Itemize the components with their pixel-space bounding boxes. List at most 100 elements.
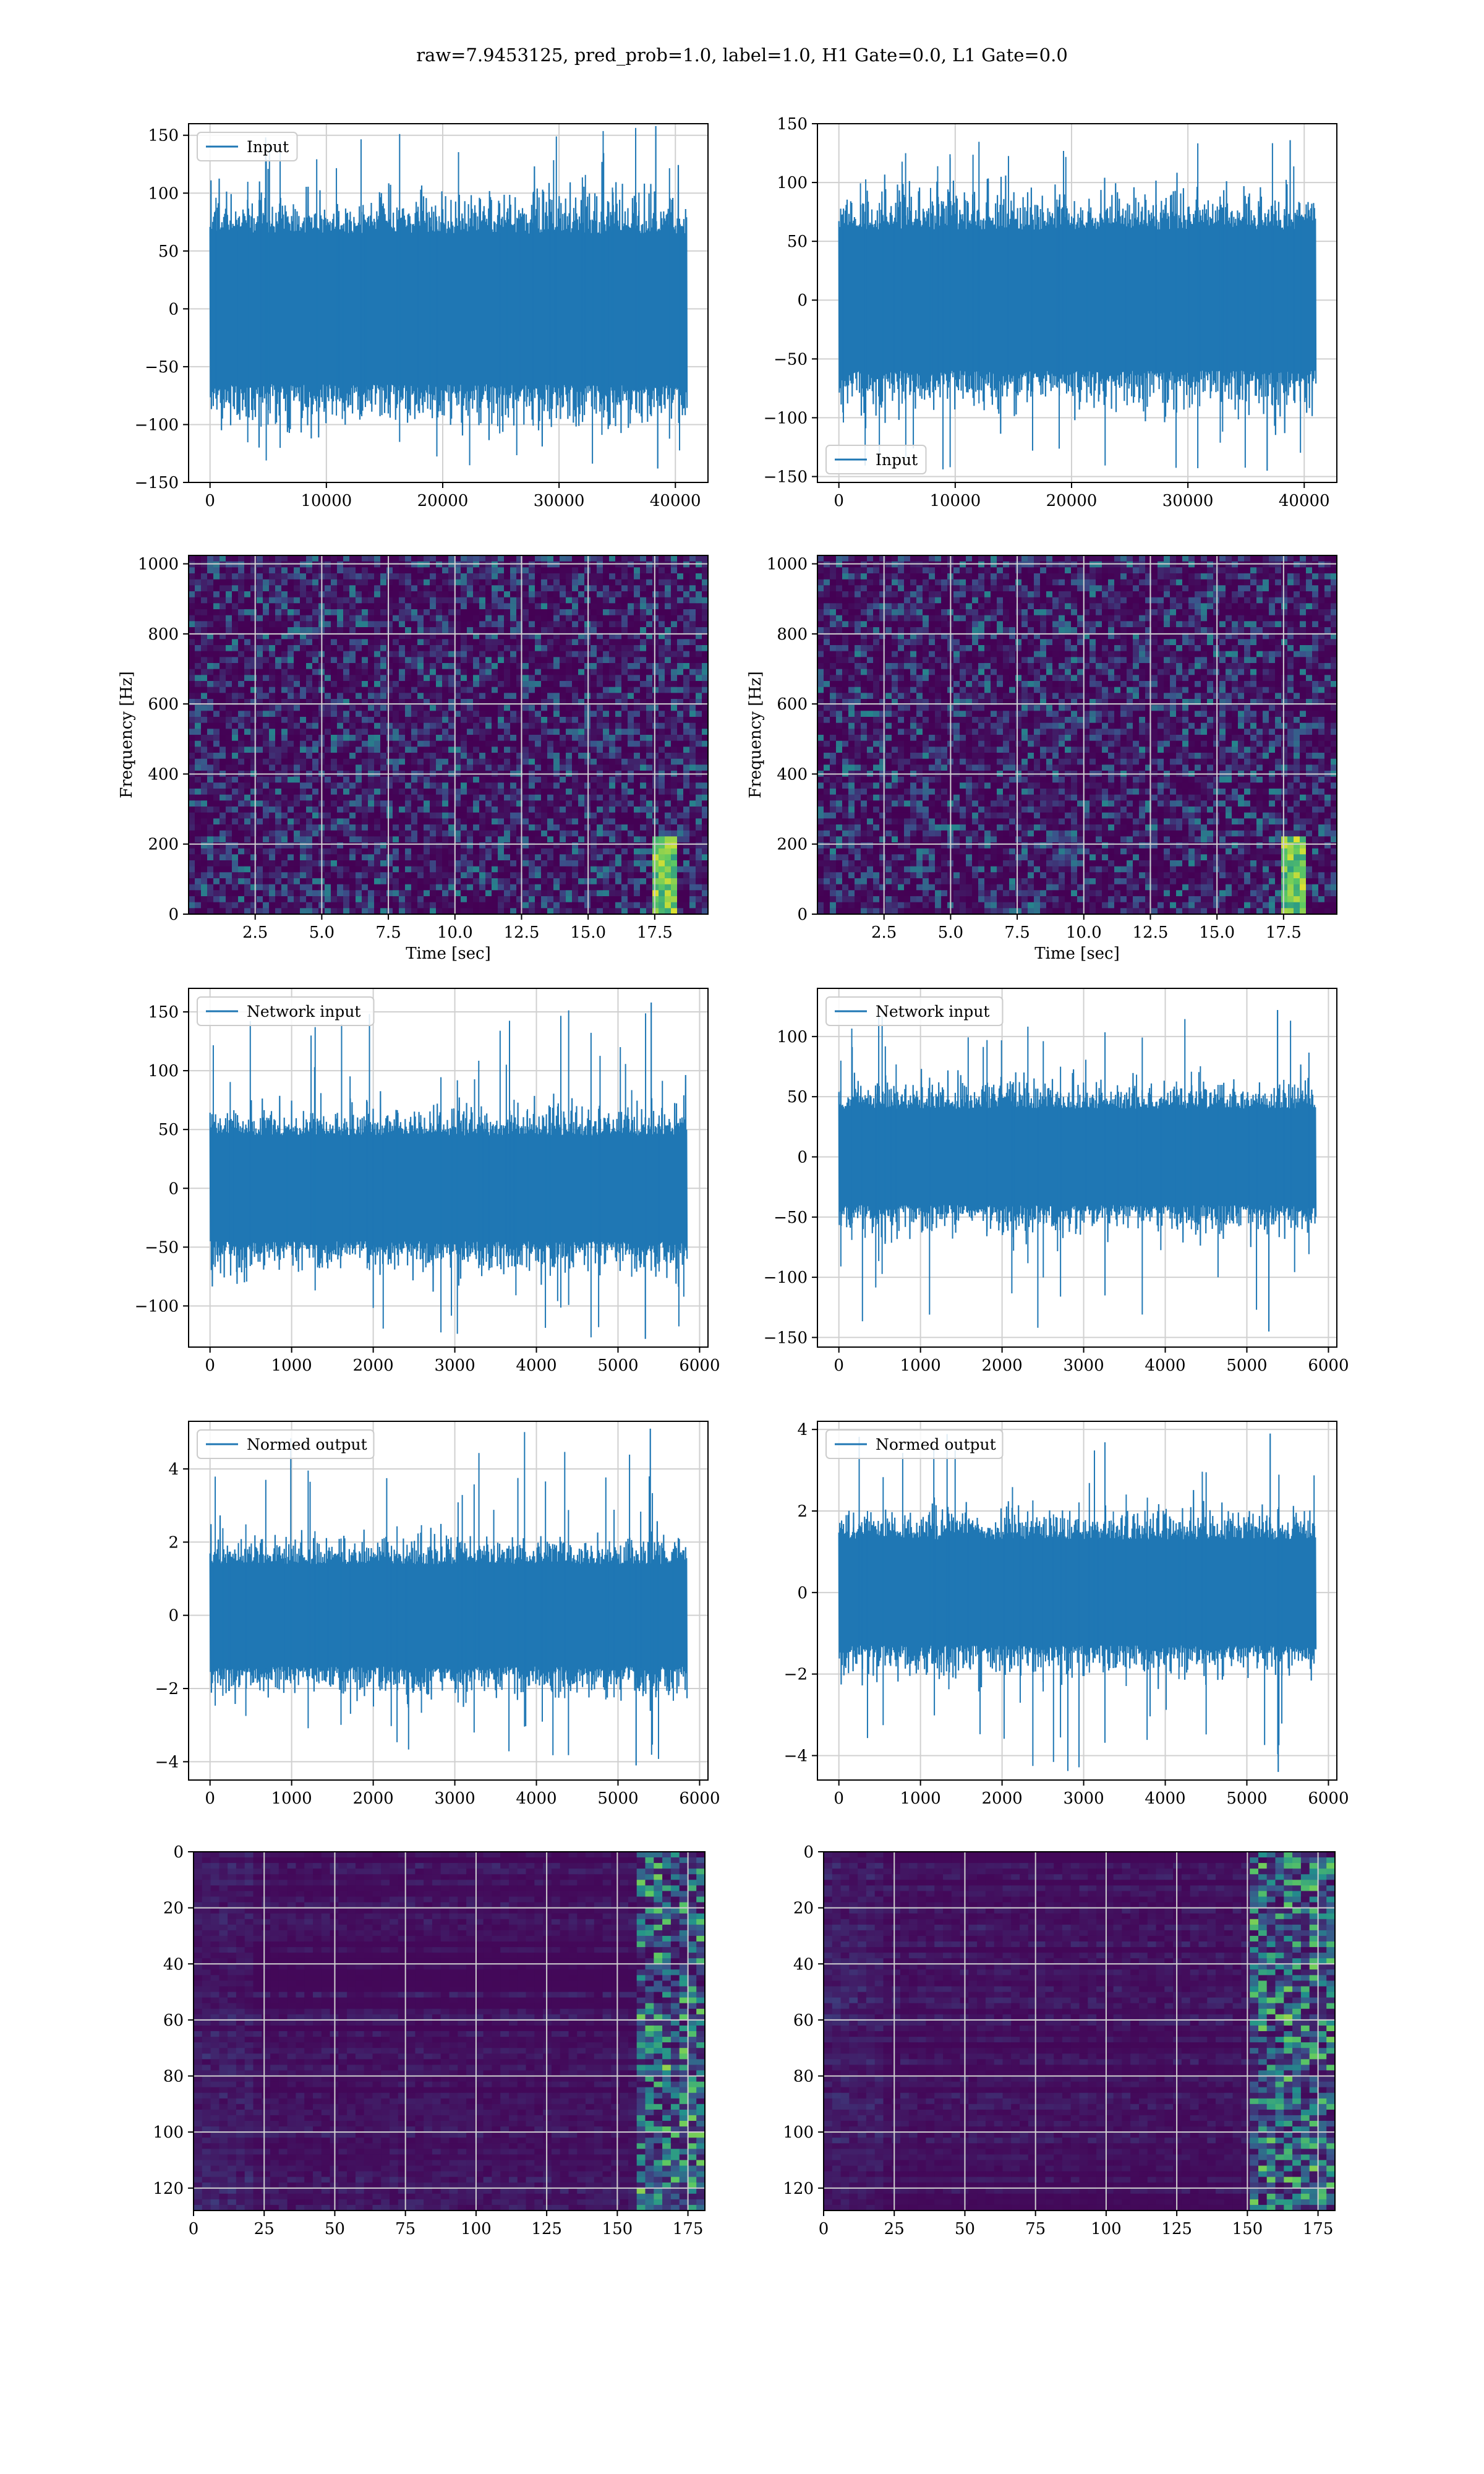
h1-spectrogram-cell — [541, 735, 548, 742]
h1-spectrogram-cell — [269, 687, 276, 693]
h1-spectrogram-cell — [448, 561, 455, 568]
h1-spectrogram-cell — [467, 567, 474, 574]
h1-spectrogram-cell — [337, 693, 344, 700]
h1-spectrogram-cell — [288, 675, 294, 682]
h1-spectrogram-cell — [220, 555, 226, 562]
h1-spectrogram-cell — [603, 782, 610, 789]
h1-spectrogram-cell — [566, 753, 573, 760]
h1-spectrogram-cell — [288, 902, 294, 909]
h1-spectrogram-cell — [442, 591, 449, 598]
h1-spectrogram-cell — [615, 842, 622, 849]
h1-spectrogram-cell — [591, 836, 597, 843]
h1-spectrogram-cell — [380, 782, 387, 789]
h1-spectrogram-cell — [281, 807, 288, 813]
h1-spectrogram-cell — [263, 818, 270, 825]
h1-spectrogram-cell — [244, 758, 251, 765]
h1-spectrogram-cell — [213, 615, 220, 622]
h1-spectrogram-cell — [201, 854, 208, 861]
h1-spectrogram-cell — [257, 758, 263, 765]
h1-spectrogram-cell — [337, 729, 344, 735]
h1-spectrogram-cell — [621, 675, 628, 682]
h1-spectrogram-cell — [522, 866, 529, 873]
h1-spectrogram-cell — [195, 579, 202, 586]
h1-spectrogram-cell — [189, 591, 195, 598]
h1-spectrogram-cell — [485, 639, 492, 646]
h1-spectrogram-cell — [560, 657, 566, 664]
h1-spectrogram-cell — [417, 789, 424, 795]
h1-spectrogram-cell — [306, 794, 313, 801]
h1-spectrogram-cell — [659, 753, 665, 760]
h1-spectrogram-cell — [393, 561, 399, 568]
h1-spectrogram-cell — [263, 848, 270, 855]
h1-spectrogram-cell — [325, 704, 331, 711]
h1-spectrogram-cell — [640, 561, 647, 568]
h1-spectrogram-cell — [343, 699, 350, 706]
h1-spectrogram-cell — [572, 866, 579, 873]
h1-spectrogram-cell — [393, 579, 399, 586]
h1-spectrogram-cell — [492, 872, 498, 879]
h1-spectrogram-cell — [275, 609, 282, 616]
h1-spectrogram-cell — [640, 621, 647, 628]
h1-spectrogram-cell — [368, 830, 375, 837]
h1-spectrogram-cell — [628, 693, 634, 700]
h1-spectrogram-cell — [238, 794, 245, 801]
h1-spectrogram-cell — [541, 579, 548, 586]
h1-spectrogram-cell — [448, 740, 455, 747]
h1-spectrogram-cell — [430, 842, 437, 849]
h1-spectrogram-cell — [659, 836, 665, 843]
h1-spectrogram-cell — [220, 753, 226, 760]
h1-spectrogram-cell — [535, 681, 542, 688]
h1-spectrogram-cell — [535, 567, 542, 574]
h1-spectrogram-cell — [485, 830, 492, 837]
h1-spectrogram-cell — [652, 878, 659, 885]
h1-spectrogram-cell — [269, 872, 276, 879]
h1-spectrogram-cell — [572, 908, 579, 915]
h1-spectrogram-cell — [263, 693, 270, 700]
h1-spectrogram-cell — [504, 872, 511, 879]
h1-spectrogram-cell — [213, 782, 220, 789]
h1-spectrogram-cell — [343, 621, 350, 628]
h1-spectrogram-cell — [640, 860, 647, 867]
h1-spectrogram-cell — [492, 669, 498, 675]
h1-spectrogram-cell — [566, 789, 573, 795]
h1-spectrogram-cell — [300, 884, 307, 891]
h1-spectrogram-cell — [467, 555, 474, 562]
h1-spectrogram-cell — [646, 663, 653, 670]
h1-spectrogram-cell — [479, 627, 486, 634]
h1-spectrogram-cell — [312, 824, 319, 831]
h1-spectrogram-cell — [628, 818, 634, 825]
h1-spectrogram-cell — [448, 722, 455, 729]
h1-spectrogram-cell — [659, 603, 665, 610]
h1-spectrogram-cell — [411, 758, 418, 765]
h1-spectrogram-cell — [220, 699, 226, 706]
h1-spectrogram-cell — [417, 675, 424, 682]
h1-spectrogram-cell — [374, 842, 381, 849]
h1-spectrogram-cell — [628, 704, 634, 711]
h1-spectrogram-cell — [597, 711, 603, 717]
h1-spectrogram-cell — [325, 800, 331, 807]
h1-spectrogram-cell — [337, 675, 344, 682]
h1-spectrogram-cell — [269, 789, 276, 795]
h1-spectrogram-cell — [467, 639, 474, 646]
h1-spectrogram-cell — [257, 687, 263, 693]
h1-spectrogram-cell — [405, 758, 412, 765]
h1-spectrogram-cell — [337, 579, 344, 586]
h1-spectrogram-cell — [566, 627, 573, 634]
h1-spectrogram-cell — [473, 776, 480, 783]
h1-spectrogram-cell — [300, 651, 307, 657]
h1-spectrogram-cell — [189, 693, 195, 700]
h1-spectrogram-cell — [640, 908, 647, 915]
h1-spectrogram-cell — [504, 884, 511, 891]
h1-spectrogram-cell — [535, 579, 542, 586]
h1-spectrogram-cell — [591, 794, 597, 801]
h1-spectrogram-cell — [522, 830, 529, 837]
h1-spectrogram-cell — [621, 579, 628, 586]
h1-spectrogram-cell — [510, 711, 517, 717]
h1-spectrogram-cell — [671, 884, 678, 891]
h1-spectrogram-cell — [615, 740, 622, 747]
h1-spectrogram-cell — [368, 722, 375, 729]
h1-spectrogram-cell — [671, 776, 678, 783]
h1-spectrogram-cell — [238, 764, 245, 771]
h1-spectrogram-cell — [436, 693, 443, 700]
